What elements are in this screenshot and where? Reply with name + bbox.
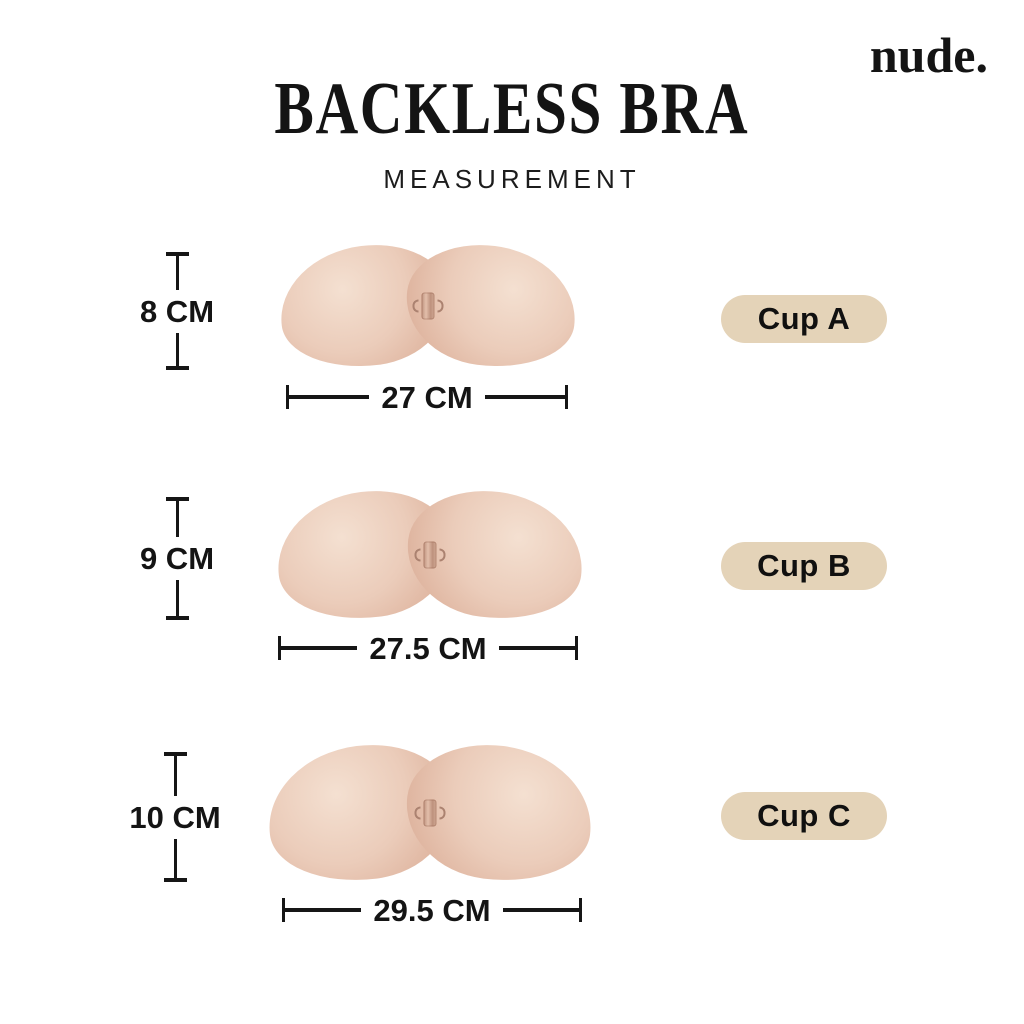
clasp-hook-left: [414, 548, 421, 562]
clasp-hook-left: [414, 806, 421, 820]
height-measure: 8 CM: [125, 252, 229, 370]
measure-right-cap: [565, 385, 568, 409]
measure-line: [175, 256, 179, 290]
bra-clasp: [412, 292, 444, 320]
measure-left-cap: [286, 385, 289, 409]
cup-badge-label: Cup A: [757, 301, 851, 336]
measure-bottom-cap: [165, 616, 189, 620]
measure-line: [175, 580, 179, 616]
clasp-buckle: [423, 799, 437, 827]
clasp-hook-right: [437, 299, 444, 313]
width-measure: 29.5 CM: [282, 892, 583, 928]
measure-top-cap: [163, 752, 187, 756]
height-label: 9 CM: [139, 541, 215, 576]
clasp-buckle: [421, 292, 435, 320]
width-measure: 27 CM: [286, 379, 568, 415]
measure-left-cap: [282, 898, 285, 922]
cup-badge: Cup A: [721, 295, 887, 343]
measure-bottom-cap: [165, 366, 189, 370]
page-title: BACKLESS BRA: [0, 72, 1024, 146]
clasp-hook-left: [412, 299, 419, 313]
measure-line: [502, 908, 580, 912]
bra-clasp: [414, 799, 446, 827]
page-subtitle: MEASUREMENT: [383, 164, 641, 194]
height-measure: 9 CM: [125, 497, 229, 620]
measure-top-cap: [165, 252, 189, 256]
clasp-hook-right: [439, 548, 446, 562]
clasp-buckle: [423, 541, 437, 569]
bra-clasp: [414, 541, 446, 569]
width-measure: 27.5 CM: [278, 630, 579, 666]
measure-left-cap: [278, 636, 281, 660]
measure-line: [498, 646, 576, 650]
measure-line: [289, 395, 370, 399]
height-label: 10 CM: [129, 799, 221, 835]
height-label: 8 CM: [139, 293, 215, 329]
clasp-hook-right: [439, 806, 446, 820]
cup-badge: Cup C: [721, 792, 887, 840]
bra-illustration: [273, 236, 583, 376]
height-measure: 10 CM: [123, 752, 227, 882]
width-label: 29.5 CM: [373, 892, 491, 928]
cup-badge-label: Cup B: [757, 548, 851, 583]
bra-illustration: [260, 735, 600, 891]
measure-right-cap: [575, 636, 579, 660]
width-label: 27.5 CM: [369, 630, 487, 666]
measure-line: [285, 908, 362, 912]
measure-line: [175, 501, 179, 537]
cup-badge-label: Cup C: [757, 798, 851, 833]
measure-line: [484, 395, 565, 399]
measure-line: [173, 756, 177, 796]
measure-right-cap: [579, 898, 583, 922]
page-title-text: BACKLESS BRA: [274, 68, 750, 150]
bra-illustration: [269, 481, 591, 629]
measure-line: [175, 332, 179, 366]
brand-logo: nude.: [869, 27, 988, 83]
width-label: 27 CM: [381, 379, 473, 415]
cup-badge: Cup B: [721, 542, 887, 590]
measure-top-cap: [165, 497, 189, 501]
measure-line: [173, 838, 177, 878]
measure-bottom-cap: [163, 878, 187, 882]
measure-line: [281, 646, 358, 650]
